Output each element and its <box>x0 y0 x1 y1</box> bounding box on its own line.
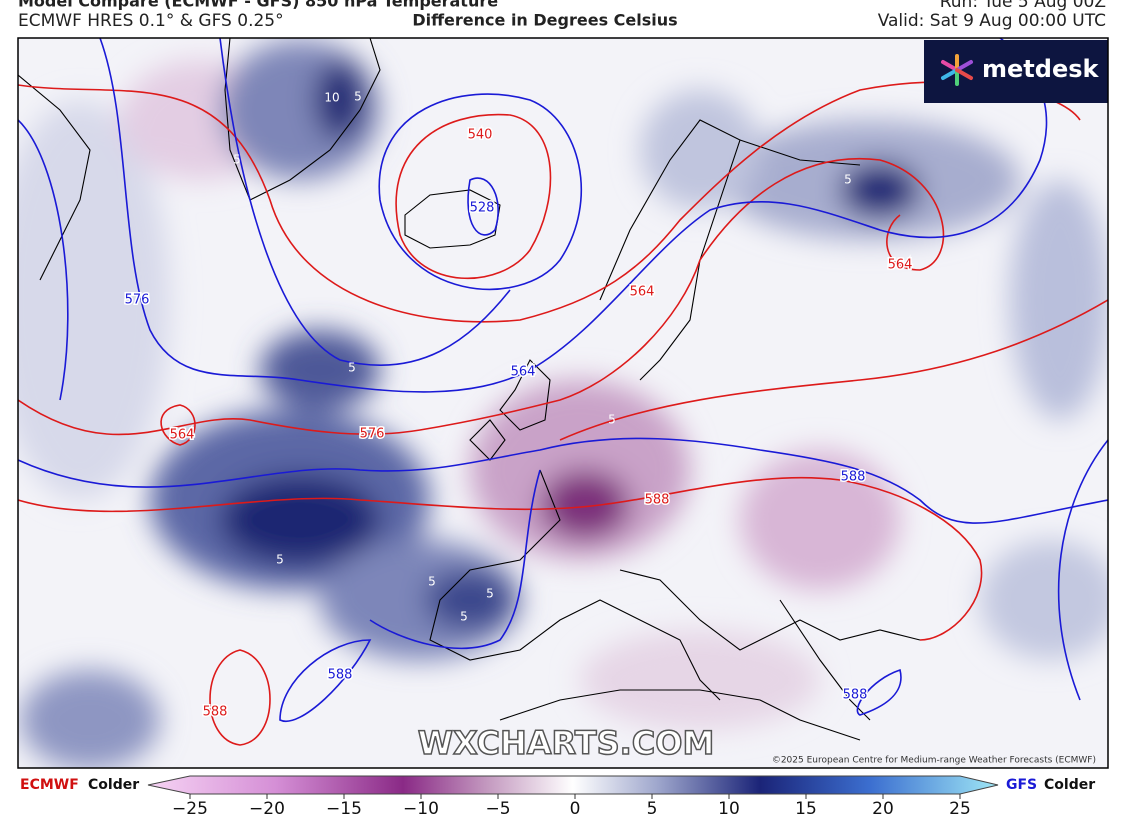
tick-label: −10 <box>403 799 439 819</box>
copyright: ©2025 European Centre for Medium-range W… <box>772 756 1096 766</box>
tick-label: −20 <box>249 799 285 819</box>
coastlines <box>18 38 921 741</box>
logo-text: metdesk <box>982 55 1100 83</box>
ecmwf-contour-label: 576 <box>360 427 385 442</box>
map-frame <box>17 37 1109 769</box>
valid-time: Valid: Sat 9 Aug 00:00 UTC <box>878 11 1106 31</box>
colorbar <box>147 775 999 795</box>
tick-label: 10 <box>718 799 740 819</box>
ecmwf-contour-label: 564 <box>888 258 913 273</box>
colorbar-left-label: Colder <box>88 777 139 793</box>
difference-field <box>18 40 1108 768</box>
ecmwf-contour-label: 588 <box>203 705 228 720</box>
tick-label: 20 <box>872 799 894 819</box>
run-time: Run: Tue 5 Aug 00Z <box>940 0 1106 12</box>
colorbar-right-model: GFS <box>1006 777 1037 793</box>
difference-label: 5 <box>354 90 362 104</box>
ecmwf-contours <box>18 81 1108 746</box>
ecmwf-contour-label: 564 <box>170 428 195 443</box>
difference-label: 5 <box>486 587 494 601</box>
difference-label: 5 <box>608 413 616 427</box>
watermark: WXCHARTS.COM <box>418 724 715 762</box>
colorbar-right-label: Colder <box>1044 777 1095 793</box>
tick-label: −5 <box>485 799 510 819</box>
difference-label: 5 <box>428 575 436 589</box>
gfs-contour-label: 528 <box>470 201 495 216</box>
tick-label: 5 <box>647 799 658 819</box>
models: ECMWF HRES 0.1° & GFS 0.25° <box>18 11 284 31</box>
tick-label: 15 <box>795 799 817 819</box>
difference-label: 5 <box>844 173 852 187</box>
ecmwf-contour-label: 540 <box>468 128 493 143</box>
difference-label: 5 <box>276 553 284 567</box>
tick-label: −15 <box>326 799 362 819</box>
gfs-contour-label: 564 <box>511 365 536 380</box>
labels: 540 564 576 588 564 564 588 528 576 564 588 588 588 1… <box>123 90 914 722</box>
ecmwf-contour-label: 564 <box>630 285 655 300</box>
subtitle: Difference in Degrees Celsius <box>412 11 677 30</box>
ecmwf-contour-label: 588 <box>645 493 670 508</box>
gfs-contour-label: 588 <box>328 668 353 683</box>
tick-label: 25 <box>949 799 971 819</box>
difference-label: 5 <box>233 153 241 167</box>
difference-label: 5 <box>348 361 356 375</box>
logo-icon <box>941 54 973 86</box>
tick-label: 0 <box>570 799 581 819</box>
gfs-contours <box>18 38 1108 723</box>
tick-label: −25 <box>172 799 208 819</box>
map: 540 564 576 588 564 564 588 528 576 564 588 588 588 1… <box>18 38 1108 768</box>
gfs-contour-label: 576 <box>125 293 150 308</box>
difference-label: 10 <box>324 91 339 105</box>
gfs-contour-label: 588 <box>841 470 866 485</box>
colorbar-ticks: −25 −20 −15 −10 −5 0 5 10 15 20 25 <box>172 794 971 819</box>
title: Model Compare (ECMWF - GFS) 850 hPa Temp… <box>18 0 498 11</box>
colorbar-left-model: ECMWF <box>20 777 79 793</box>
gfs-contour-label: 588 <box>843 688 868 703</box>
difference-label: 5 <box>460 610 468 624</box>
